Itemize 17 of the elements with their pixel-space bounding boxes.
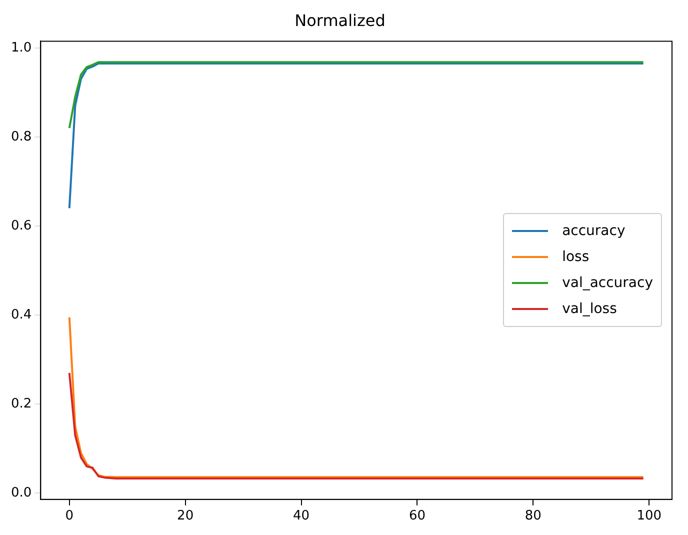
legend-label: val_loss bbox=[562, 301, 617, 318]
y-tick-label: 0.0 bbox=[10, 486, 32, 501]
y-tick-label: 0.2 bbox=[10, 396, 32, 412]
x-tick-label: 0 bbox=[65, 508, 74, 524]
chart-title: Normalized bbox=[294, 10, 386, 30]
y-tick-label: 0.4 bbox=[10, 307, 32, 322]
legend-label: loss bbox=[562, 249, 590, 266]
y-tick-label: 0.6 bbox=[10, 218, 32, 234]
x-tick-label: 100 bbox=[636, 508, 662, 524]
y-tick-label: 0.8 bbox=[10, 129, 32, 144]
legend-label: accuracy bbox=[562, 223, 626, 240]
legend-label: val_accuracy bbox=[562, 275, 653, 292]
x-tick-label: 80 bbox=[524, 508, 542, 524]
x-tick-label: 60 bbox=[408, 508, 426, 524]
y-tick-label: 1.0 bbox=[10, 40, 32, 56]
x-tick-label: 20 bbox=[177, 508, 194, 524]
x-tick-label: 40 bbox=[292, 508, 310, 524]
